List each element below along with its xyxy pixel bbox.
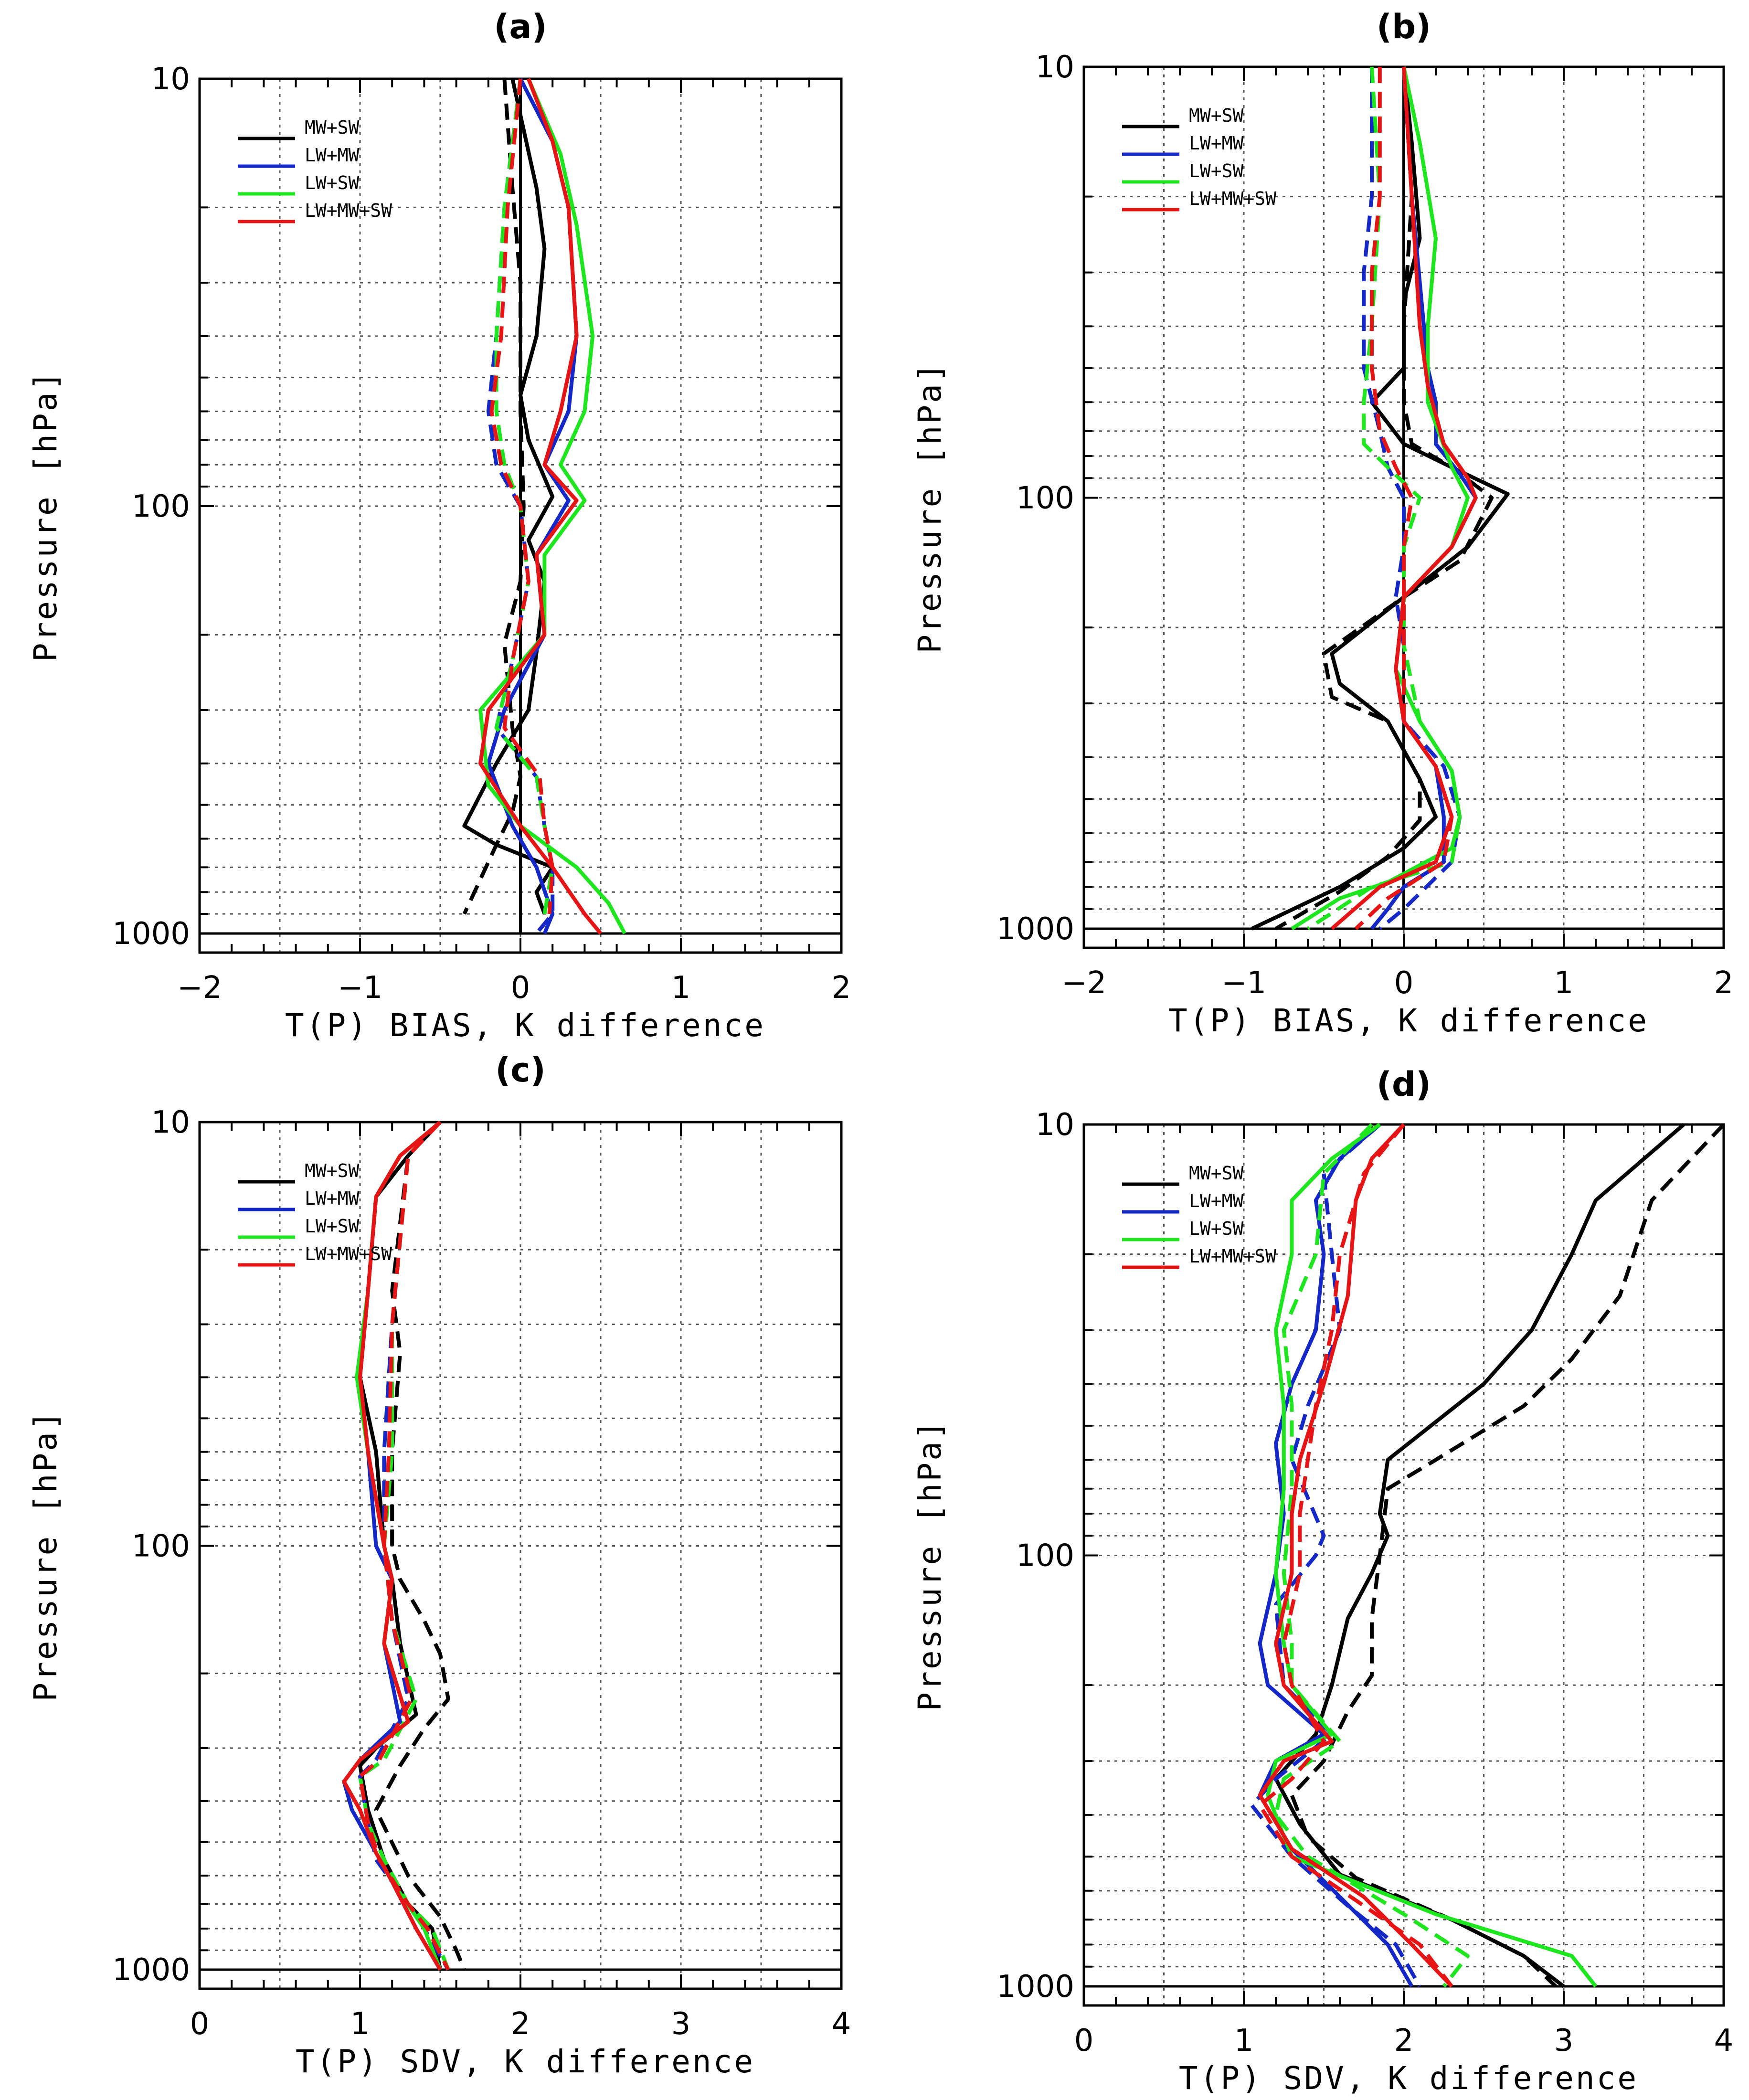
y-tick-label: 1000	[996, 912, 1074, 947]
legend-label: LW+SW	[305, 172, 360, 193]
chart-panel-b: −2 −1 0 1 2 10 100 1000 (b) T(P) BIAS, K differen…	[912, 7, 1733, 1039]
x-tick-label: 2	[832, 970, 851, 1006]
x-tick-label: 1	[1234, 2023, 1254, 2058]
y-tick-label: 10	[151, 62, 190, 97]
legend-label: MW+SW	[305, 1160, 360, 1181]
y-tick-label: 1000	[112, 916, 190, 952]
x-tick-label: 4	[832, 2006, 851, 2042]
x-tick-label: 2	[1394, 2023, 1414, 2058]
y-tick-label: 10	[1036, 1107, 1074, 1143]
x-tick-label: 3	[1554, 2023, 1574, 2058]
legend-label: LW+MW	[305, 1188, 360, 1209]
y-tick-label: 100	[1016, 1538, 1074, 1574]
y-tick-label: 1000	[112, 1952, 190, 1988]
series-line-lw-sw-solid	[478, 78, 626, 934]
x-tick-label: −2	[177, 970, 222, 1006]
x-tick-label: −1	[1221, 965, 1266, 1001]
x-tick-label: 1	[1554, 965, 1574, 1001]
x-axis-label: T(P) BIAS, K difference	[1168, 1002, 1649, 1039]
legend-label: MW+SW	[305, 117, 360, 138]
legend-label: LW+MW+SW	[1189, 188, 1276, 209]
series-line-lw-sw-dashed	[494, 78, 555, 914]
y-axis-label: Pressure [hPa]	[912, 1419, 948, 1711]
x-axis-label: T(P) BIAS, K difference	[285, 1007, 765, 1044]
series-line-lw-mw-sw-dashed	[1258, 1123, 1453, 1988]
y-tick-label: 100	[132, 1529, 190, 1564]
series-line-lw-mw-sw-dashed	[358, 1121, 450, 1971]
chart-panel-d: 0 1 2 3 4 10 100 1000 (d) T(P) SDV, K difference P…	[912, 1065, 1733, 2097]
chart-panel-a: −2 −1 0 1 2 10 100 1000 (a) T(P) BIAS, K differen…	[27, 7, 851, 1044]
x-tick-label: 0	[190, 2006, 210, 2042]
legend-label: LW+MW+SW	[305, 200, 392, 221]
panel-title: (b)	[1377, 7, 1431, 46]
series-line-mw-sw-dashed	[1274, 66, 1494, 931]
series-line-lw-sw-dashed	[1306, 66, 1462, 931]
y-tick-label: 100	[1016, 481, 1074, 516]
x-tick-label: 0	[511, 970, 530, 1006]
x-axis-label: T(P) SDV, K difference	[296, 2043, 755, 2080]
legend-label: LW+SW	[1189, 1218, 1244, 1239]
series-line-lw-mw-sw-solid	[1330, 66, 1478, 931]
x-tick-label: 0	[1394, 965, 1414, 1001]
legend-label: LW+MW	[305, 145, 360, 166]
series-line-lw-mw-sw-dashed	[1354, 67, 1454, 930]
y-tick-label: 100	[132, 489, 190, 524]
series-line-lw-sw-dashed	[1274, 1123, 1470, 1988]
series-line-lw-mw-sw-dashed	[489, 78, 555, 914]
chart-panel-c: 0 1 2 3 4 10 100 1000 (c) T(P) SDV, K difference P…	[27, 1050, 851, 2080]
y-axis-label: Pressure [hPa]	[912, 361, 948, 653]
x-tick-label: 3	[671, 2006, 691, 2042]
x-tick-label: 0	[1074, 2023, 1094, 2058]
panel-title: (d)	[1377, 1065, 1431, 1104]
y-axis-label: Pressure [hPa]	[27, 370, 64, 662]
series-line-lw-mw-solid	[1258, 1123, 1414, 1987]
y-axis-label: Pressure [hPa]	[27, 1409, 64, 1701]
x-tick-label: −1	[338, 970, 382, 1006]
series-line-mw-sw-dashed	[462, 78, 526, 915]
x-tick-label: 2	[1714, 965, 1734, 1001]
series-line-lw-mw-dashed	[1250, 1123, 1421, 1987]
series-line-lw-mw-solid	[486, 78, 579, 934]
legend-label: LW+SW	[1189, 160, 1244, 181]
x-tick-label: 1	[350, 2006, 370, 2042]
series-line-lw-mw-sw-solid	[478, 78, 603, 935]
y-tick-label: 10	[151, 1105, 190, 1140]
legend-label: MW+SW	[1189, 105, 1244, 126]
legend-label: MW+SW	[1189, 1163, 1244, 1184]
y-tick-label: 10	[1036, 50, 1074, 85]
panel-title: (c)	[495, 1050, 545, 1090]
series-line-mw-sw-dashed	[374, 1121, 466, 1971]
x-tick-label: 4	[1714, 2023, 1734, 2058]
legend-label: LW+MW	[1189, 133, 1244, 154]
legend-label: LW+MW+SW	[1189, 1246, 1276, 1267]
legend-label: LW+MW+SW	[305, 1243, 392, 1264]
series-line-mw-sw-dashed	[1290, 1123, 1725, 1988]
legend-label: LW+SW	[305, 1216, 360, 1237]
x-axis-label: T(P) SDV, K difference	[1179, 2060, 1638, 2097]
x-tick-label: 2	[511, 2006, 530, 2042]
x-tick-label: 1	[671, 970, 691, 1006]
x-tick-label: −2	[1061, 965, 1106, 1001]
legend-label: LW+MW	[1189, 1190, 1244, 1211]
y-tick-label: 1000	[996, 1969, 1074, 2005]
panel-title: (a)	[494, 7, 547, 46]
series-line-lw-mw-sw-solid	[1258, 1123, 1453, 1988]
